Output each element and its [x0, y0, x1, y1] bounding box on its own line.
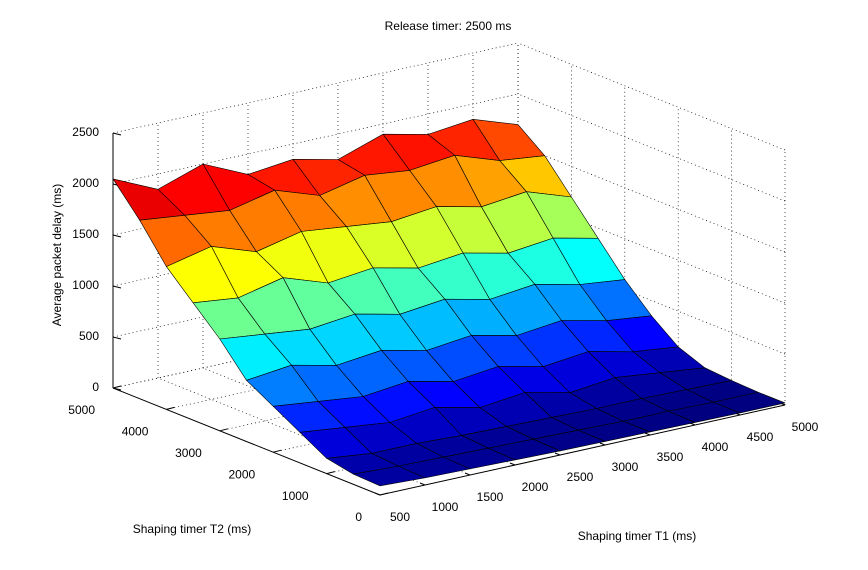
- z-tick-label: 2500: [72, 125, 99, 139]
- x-tick-label: 2500: [567, 470, 594, 484]
- x-tick: [644, 432, 651, 436]
- y-tick: [379, 492, 389, 496]
- y-tick: [166, 406, 175, 410]
- z-tick-label: 1500: [72, 227, 99, 241]
- z-tick-label: 500: [79, 329, 99, 343]
- y-tick: [273, 449, 282, 453]
- surface-patch: [352, 465, 426, 487]
- x-tick-label: 1000: [432, 500, 459, 514]
- x-tick: [599, 442, 606, 446]
- z-tick-label: 1000: [72, 278, 99, 292]
- x-tick: [419, 482, 426, 486]
- y-tick: [112, 385, 122, 389]
- y-axis-label: Shaping timer T2 (ms): [133, 522, 251, 536]
- y-tick: [219, 428, 228, 432]
- z-tick: [112, 387, 122, 391]
- y-tick-label: 3000: [175, 446, 202, 460]
- x-tick-label: 500: [390, 510, 410, 524]
- x-axis-label: Shaping timer T1 (ms): [578, 529, 696, 543]
- z-tick: [112, 285, 122, 289]
- x-tick: [464, 472, 471, 476]
- z-tick: [112, 132, 122, 136]
- y-tick-label: 4000: [122, 425, 149, 439]
- y-tick-label: 2000: [228, 467, 255, 481]
- z-tick: [112, 336, 122, 340]
- chart-title: Release timer: 2500 ms: [385, 19, 512, 33]
- y-axis: [112, 387, 381, 496]
- x-tick: [374, 492, 381, 496]
- x-tick-label: 1500: [477, 490, 504, 504]
- x-tick-label: 5000: [792, 420, 819, 434]
- x-axis: [379, 404, 786, 496]
- z-axis-label: Average packet delay (ms): [50, 184, 64, 327]
- y-tick-label: 0: [355, 510, 362, 524]
- y-tick-label: 1000: [282, 489, 309, 503]
- z-tick: [112, 234, 122, 238]
- x-tick-label: 4500: [747, 430, 774, 444]
- x-tick: [509, 462, 516, 466]
- x-tick-label: 4000: [702, 440, 729, 454]
- x-tick-label: 3000: [612, 460, 639, 474]
- z-tick-label: 0: [92, 380, 99, 394]
- x-tick: [554, 452, 561, 456]
- x-tick-label: 3500: [657, 450, 684, 464]
- x-tick-label: 2000: [522, 480, 549, 494]
- y-tick: [326, 471, 335, 475]
- y-tick-label: 5000: [68, 403, 95, 417]
- z-tick-label: 2000: [72, 176, 99, 190]
